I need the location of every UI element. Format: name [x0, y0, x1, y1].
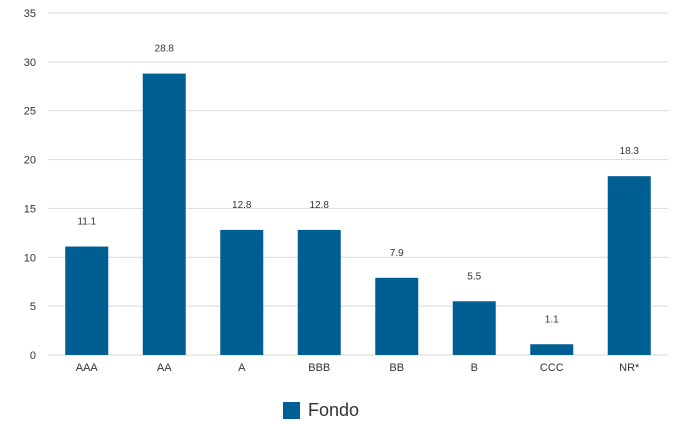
- bar: [375, 277, 419, 355]
- x-tick-label: NR*: [619, 362, 640, 374]
- x-tick-label: A: [238, 362, 246, 374]
- data-label: 1.1: [545, 314, 559, 325]
- data-label: 11.1: [77, 217, 96, 228]
- y-tick-label: 5: [30, 301, 36, 313]
- bar: [530, 344, 574, 355]
- data-label: 5.5: [467, 271, 481, 282]
- bar: [452, 301, 496, 355]
- y-tick-label: 15: [24, 203, 36, 215]
- legend-label: Fondo: [308, 400, 360, 420]
- y-tick-label: 10: [24, 252, 36, 264]
- data-label: 12.8: [232, 200, 252, 211]
- y-tick-label: 0: [30, 350, 36, 362]
- x-tick-label: BBB: [308, 362, 330, 374]
- x-tick-label: AA: [157, 362, 172, 374]
- bar: [607, 176, 651, 355]
- data-label: 12.8: [310, 200, 330, 211]
- x-tick-label: CCC: [540, 362, 564, 374]
- bar: [297, 229, 341, 355]
- y-tick-label: 30: [24, 57, 36, 69]
- data-label: 28.8: [155, 44, 175, 55]
- legend-swatch: [283, 402, 300, 419]
- data-label: 7.9: [390, 248, 404, 259]
- x-tick-label: BB: [389, 362, 404, 374]
- x-tick-label: B: [471, 362, 478, 374]
- x-tick-label: AAA: [76, 362, 99, 374]
- y-tick-label: 35: [24, 8, 36, 20]
- bar: [220, 229, 264, 355]
- data-label: 18.3: [620, 146, 640, 157]
- legend: Fondo: [283, 400, 359, 421]
- bar: [142, 73, 186, 355]
- y-tick-label: 25: [24, 106, 36, 118]
- y-tick-label: 20: [24, 155, 36, 167]
- bar: [65, 246, 109, 355]
